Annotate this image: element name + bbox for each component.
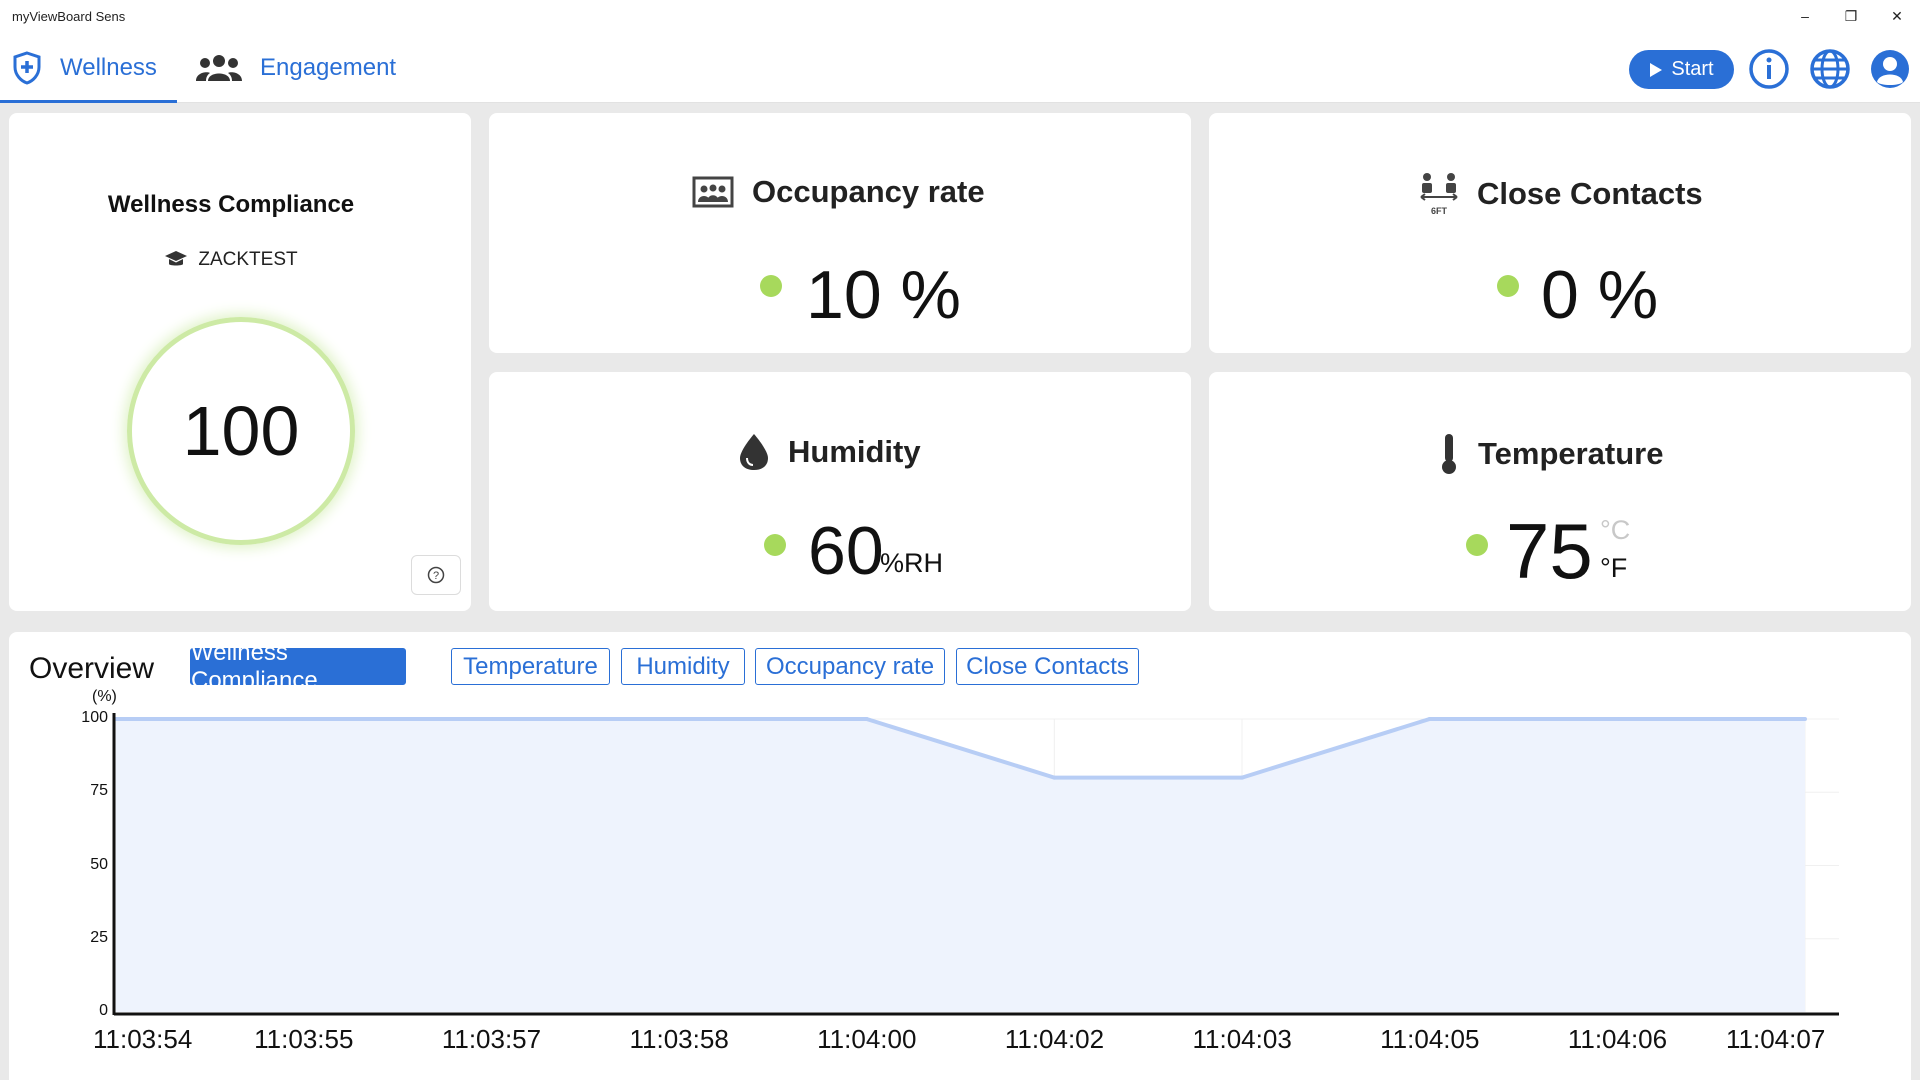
close-button[interactable]: ✕ [1891,7,1903,24]
occupancy-card [489,113,1191,353]
data-point [1240,775,1244,780]
tab-engagement[interactable]: Engagement [196,32,406,103]
x-tick-label: 11:03:58 [629,1024,729,1054]
occupancy-title: Occupancy rate [752,174,985,209]
data-point [1615,717,1620,721]
info-icon[interactable] [1748,48,1790,90]
tab-engagement-label: Engagement [260,53,397,81]
y-tick-label: 75 [90,782,108,800]
restore-button[interactable]: ❐ [1844,7,1858,24]
x-tick-label: 11:04:06 [1567,1024,1668,1054]
data-point [1052,775,1057,780]
compliance-score: 100 [182,392,300,470]
overview-panel: Overview Wellness Compliance Temperature… [9,632,1911,1080]
data-point [489,717,494,721]
series-area [116,719,1805,1012]
data-point [1427,717,1432,721]
close-contacts-number: 0 [1541,257,1579,333]
svg-text:6FT: 6FT [1431,206,1448,216]
title-bar: myViewBoard Sens – ❐ ✕ [0,0,1920,32]
x-tick-label: 11:03:57 [441,1024,542,1054]
x-tick-label: 11:04:00 [817,1024,917,1054]
classroom-icon [692,176,734,208]
x-tick-label: 11:04:02 [1004,1024,1105,1054]
data-point [677,717,681,721]
room-name: ZACKTEST [0,249,462,271]
temperature-card [1209,372,1911,611]
fahrenheit-toggle[interactable]: °F [1600,553,1628,583]
humidity-unit: %RH [880,548,944,578]
y-tick-label: 50 [90,855,108,873]
data-point [301,717,306,721]
window-controls: – ❐ ✕ [1782,0,1920,32]
close-contacts-unit: % [1597,257,1659,333]
close-contacts-value: 0 % [1541,261,1658,329]
chart-svg [112,713,1839,1016]
temperature-number: 75 [1506,507,1593,595]
data-point [1803,717,1807,721]
close-contacts-card [1209,113,1911,353]
humidity-heading: Humidity [738,432,921,472]
room-label: ZACKTEST [198,249,298,270]
close-contacts-title: Close Contacts [1477,176,1703,211]
temperature-title: Temperature [1478,436,1664,471]
overview-tab-humidity[interactable]: Humidity [621,648,745,685]
water-drop-icon [740,434,768,470]
series-line [116,717,1805,780]
overview-tab-occupancy-rate[interactable]: Occupancy rate [755,648,945,685]
celsius-toggle[interactable]: °C [1600,515,1631,545]
x-tick-label: 11:04:05 [1380,1024,1480,1054]
help-button[interactable]: ? [411,555,461,595]
close-contacts-status-dot [1497,275,1519,297]
y-tick-label: 100 [81,709,108,726]
x-tick-label: 11:03:55 [254,1024,354,1054]
overview-tab-temperature[interactable]: Temperature [451,648,610,685]
occupancy-value: 10 % [806,261,961,329]
tab-wellness-label: Wellness [60,53,157,81]
y-axis-unit: (%) [92,688,117,705]
app-title: myViewBoard Sens [12,8,126,24]
close-contacts-heading: 6FT Close Contacts [1419,172,1703,216]
humidity-title: Humidity [788,434,921,469]
data-point [864,717,869,721]
svg-text:?: ? [433,570,439,582]
occupancy-status-dot [760,275,782,297]
play-icon [1650,62,1663,77]
shield-plus-icon [13,50,41,85]
start-label: Start [1671,58,1714,80]
occupancy-number: 10 [806,257,882,333]
graduation-cap-icon [165,251,188,266]
user-icon[interactable] [1869,48,1911,90]
x-tick-label: 11:04:03 [1192,1024,1292,1054]
y-tick-label: 0 [99,1002,108,1019]
humidity-status-dot [764,534,786,556]
wellness-compliance-title: Wellness Compliance [107,191,355,218]
question-icon: ? [427,566,445,584]
x-tick-label: 11:03:54 [93,1024,193,1054]
temperature-status-dot [1466,534,1488,556]
start-button[interactable]: Start [1629,50,1734,89]
compliance-score-ring: 100 [127,317,355,545]
overview-title: Overview [29,652,155,685]
humidity-number: 60 [808,513,884,589]
nav-bar: Wellness Engagement [0,32,1920,103]
overview-tab-close-contacts[interactable]: Close Contacts [956,648,1139,685]
humidity-card [489,372,1191,611]
minimize-button[interactable]: – [1801,8,1809,24]
social-distance-icon: 6FT [1420,173,1458,216]
thermometer-icon [1442,434,1456,474]
occupancy-heading: Occupancy rate [692,174,985,210]
tab-wellness[interactable]: Wellness [0,32,177,103]
temperature-heading: Temperature [1438,432,1664,476]
group-icon [196,54,242,81]
x-tick-label: 11:04:07 [1726,1024,1826,1054]
y-tick-label: 25 [90,928,108,946]
occupancy-unit: % [900,257,962,333]
globe-icon[interactable] [1809,48,1851,90]
